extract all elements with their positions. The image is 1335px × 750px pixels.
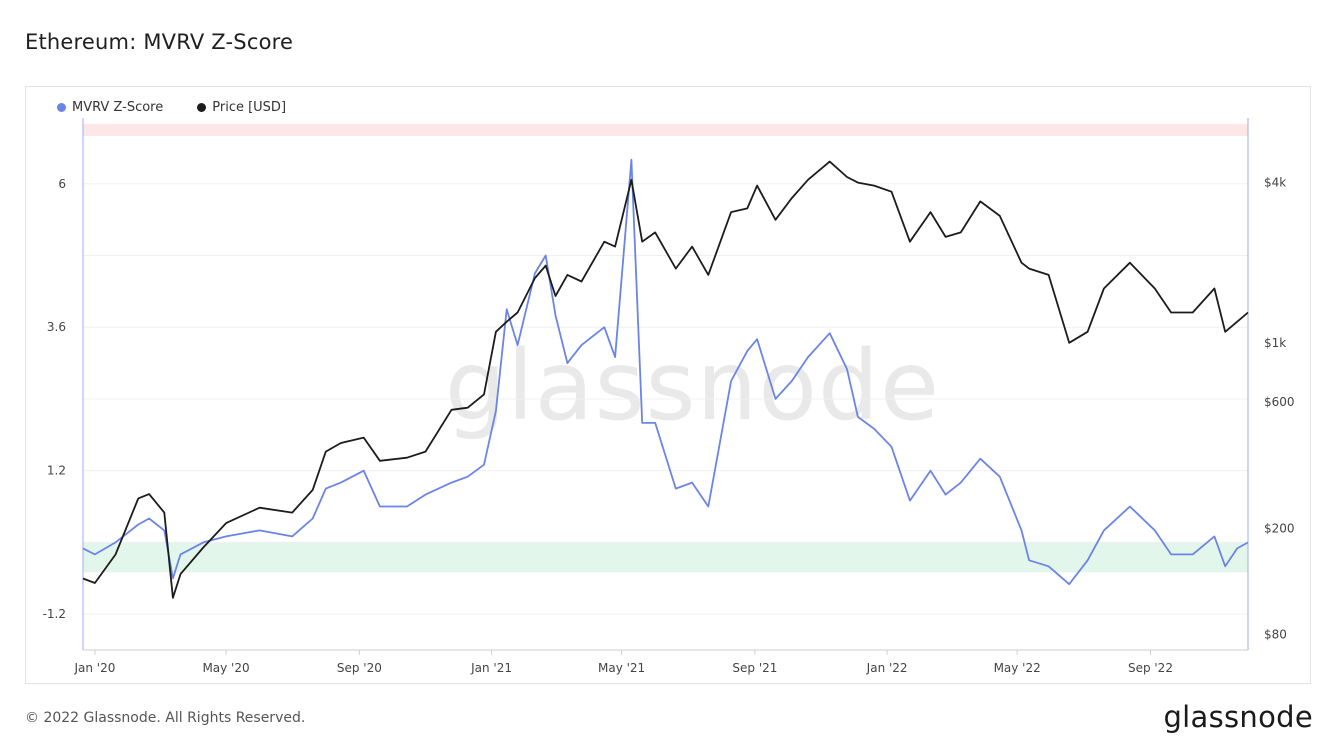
right-tick-label-3: $1k: [1264, 336, 1286, 350]
x-tick-label-0: Jan '20: [73, 661, 115, 675]
footer-copyright: © 2022 Glassnode. All Rights Reserved.: [25, 710, 306, 726]
glassnode-logo[interactable]: glassnode: [1163, 700, 1313, 734]
legend-item-mvrv[interactable]: MVRV Z-Score: [57, 100, 163, 115]
series-line-price: [82, 160, 1249, 599]
band-high: [83, 123, 1248, 136]
legend-dot-price: [197, 103, 207, 112]
x-tick-label-8: Sep '22: [1128, 661, 1173, 675]
x-tick-label-2: Sep '20: [337, 661, 382, 675]
chart-legend: MVRV Z-Score Price [USD]: [57, 100, 286, 115]
right-tick-label-4: $4k: [1264, 176, 1286, 190]
left-tick-label-2: 3.6: [47, 320, 66, 334]
left-tick-label-3: 6: [58, 177, 66, 191]
legend-label-mvrv: MVRV Z-Score: [72, 100, 164, 115]
x-tick-label-4: May '21: [598, 661, 645, 675]
left-tick-label-1: 1.2: [47, 464, 66, 478]
chart-frame: [25, 86, 1311, 684]
left-tick-label-0: -1.2: [43, 607, 66, 621]
legend-label-price: Price [USD]: [212, 100, 287, 115]
right-tick-label-0: $80: [1264, 628, 1287, 642]
x-tick-label-6: Jan '22: [866, 661, 908, 675]
right-tick-label-1: $200: [1264, 522, 1295, 536]
band-low: [83, 542, 1248, 573]
x-tick-label-7: May '22: [994, 661, 1041, 675]
legend-item-price[interactable]: Price [USD]: [197, 100, 286, 115]
x-tick-label-5: Sep '21: [732, 661, 777, 675]
page-title: Ethereum: MVRV Z-Score: [25, 30, 294, 54]
x-tick-label-1: May '20: [202, 661, 249, 675]
x-tick-label-3: Jan '21: [470, 661, 512, 675]
legend-dot-mvrv: [57, 103, 66, 112]
right-tick-label-2: $600: [1264, 395, 1295, 409]
series-line-mvrv: [82, 158, 1249, 586]
